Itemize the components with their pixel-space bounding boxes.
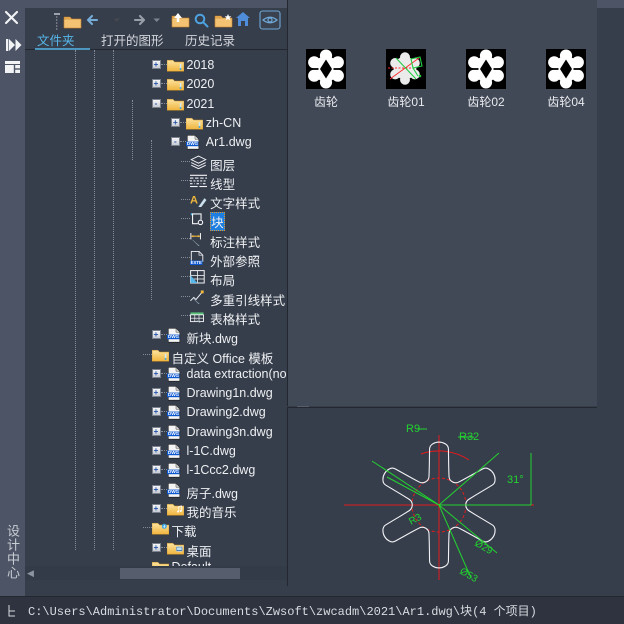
svg-text:Ø29: Ø29 [473,538,495,557]
svg-text:Ø53: Ø53 [458,566,480,585]
svg-text:历史记录: 历史记录 [185,34,235,48]
svg-text:R3: R3 [407,512,424,528]
svg-text:DWG: DWG [187,141,199,146]
svg-text:DWG: DWG [167,469,179,474]
svg-text:齿轮04: 齿轮04 [547,95,585,109]
svg-text:EXTE: EXTE [191,260,202,265]
svg-text:齿轮01: 齿轮01 [387,95,425,109]
svg-text:DWG: DWG [167,392,179,397]
svg-text:文件夹: 文件夹 [37,33,75,48]
svg-text:DWG: DWG [167,411,179,416]
svg-text:打开的图形: 打开的图形 [101,33,164,48]
svg-text:DWG: DWG [167,431,179,436]
svg-text:DWG: DWG [167,450,179,455]
svg-text:A: A [190,194,198,206]
svg-text:DWG: DWG [167,334,179,339]
svg-text:齿轮02: 齿轮02 [467,95,505,109]
svg-text:齿轮: 齿轮 [314,95,338,109]
svg-text:DWG: DWG [167,373,179,378]
svg-text:DWG: DWG [167,489,179,494]
svg-text:31°: 31° [507,474,524,486]
